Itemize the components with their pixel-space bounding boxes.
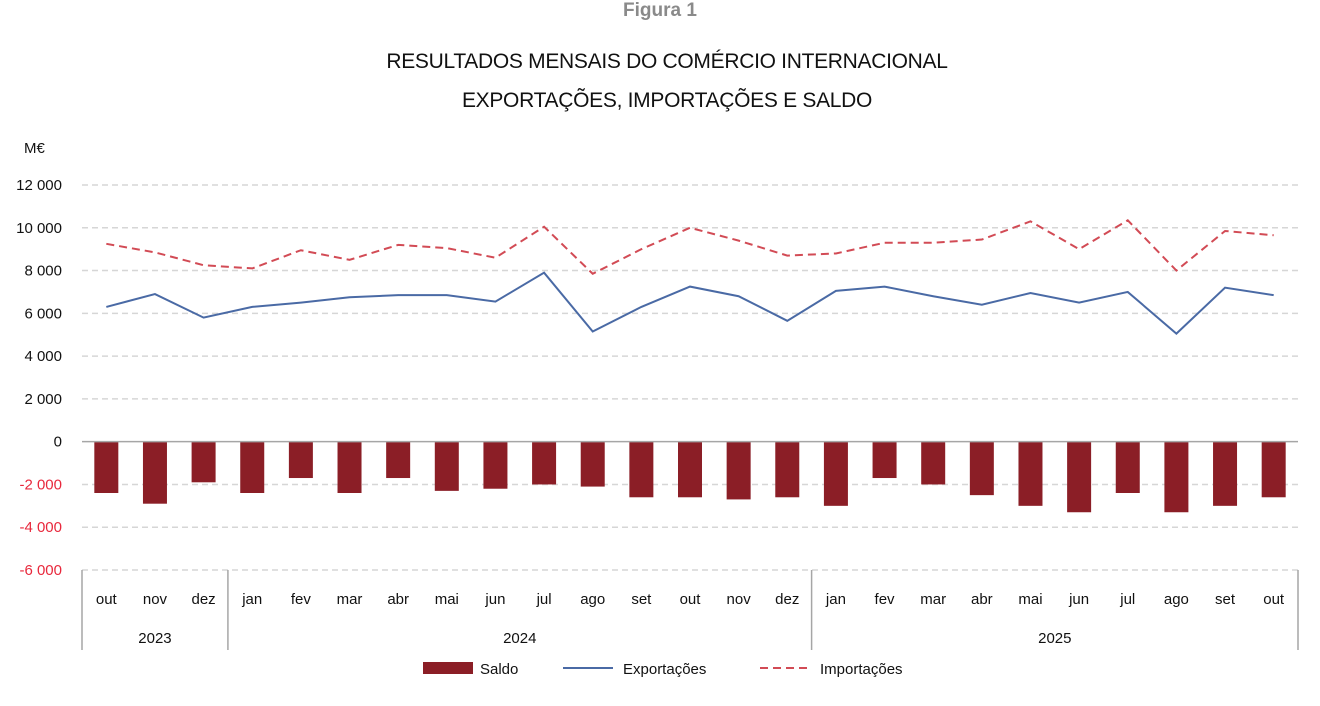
x-tick-label: dez (775, 591, 799, 608)
bar-saldo (1018, 441, 1043, 506)
y-tick-label: -4 000 (19, 519, 62, 536)
legend-label: Saldo (480, 661, 518, 678)
x-tick-label: fev (291, 591, 312, 608)
y-axis-unit: M€ (24, 140, 45, 157)
legend-swatch-saldo (423, 662, 473, 674)
x-tick-label: jun (1068, 591, 1089, 608)
bar-saldo (434, 441, 459, 491)
x-tick-label: out (680, 591, 702, 608)
x-tick-label: mai (1018, 591, 1042, 608)
bar-saldo (629, 441, 654, 498)
bar-saldo (191, 441, 216, 483)
y-tick-label: 8 000 (24, 263, 62, 280)
bar-saldo (775, 441, 800, 498)
x-tick-label: set (1215, 591, 1236, 608)
year-label: 2024 (503, 630, 536, 647)
bar-saldo (872, 441, 897, 479)
x-tick-label: mar (920, 591, 946, 608)
x-tick-label: fev (875, 591, 896, 608)
legend-label: Importações (820, 661, 903, 678)
x-tick-label: ago (1164, 591, 1189, 608)
y-tick-label: 10 000 (16, 220, 62, 237)
bar-saldo (1115, 441, 1140, 493)
bar-saldo (1164, 441, 1189, 513)
x-tick-label: jan (241, 591, 262, 608)
x-tick-label: jan (825, 591, 846, 608)
bar-saldo (240, 441, 265, 493)
x-tick-label: out (96, 591, 118, 608)
x-tick-label: abr (387, 591, 409, 608)
y-tick-label: -2 000 (19, 476, 62, 493)
bar-saldo (532, 441, 557, 485)
line-importações (106, 219, 1274, 275)
chart-subtitle: EXPORTAÇÕES, IMPORTAÇÕES E SALDO (461, 89, 873, 112)
x-tick-label: jul (1119, 591, 1135, 608)
x-tick-label: abr (971, 591, 993, 608)
y-tick-label: 12 000 (16, 177, 62, 194)
x-tick-label: dez (192, 591, 216, 608)
x-tick-label: mai (435, 591, 459, 608)
y-tick-label: 0 (54, 434, 62, 451)
bar-saldo (337, 441, 362, 493)
y-tick-label: 2 000 (24, 391, 62, 408)
bar-saldo (288, 441, 313, 479)
bar-saldo (1261, 441, 1286, 498)
y-tick-label: -6 000 (19, 562, 62, 579)
bar-saldo (94, 441, 119, 493)
x-tick-label: out (1263, 591, 1285, 608)
x-tick-label: ago (580, 591, 605, 608)
bar-saldo (678, 441, 702, 498)
legend-label: Exportações (623, 661, 706, 678)
y-tick-label: 4 000 (24, 348, 62, 365)
bar-saldo (969, 441, 994, 496)
x-tick-label: mar (337, 591, 363, 608)
bar-saldo (142, 441, 167, 504)
x-tick-label: jul (536, 591, 552, 608)
bar-saldo (386, 441, 411, 479)
y-tick-label: 6 000 (24, 305, 62, 322)
chart-title: RESULTADOS MENSAIS DO COMÉRCIO INTERNACI… (386, 50, 948, 73)
bar-saldo (483, 441, 508, 489)
bar-saldo (1067, 441, 1092, 513)
figure-label: Figura 1 (623, 0, 697, 21)
bar-saldo (823, 441, 848, 506)
bar-saldo (1213, 441, 1238, 506)
x-tick-label: set (631, 591, 652, 608)
x-tick-label: jun (484, 591, 505, 608)
line-exportações (106, 271, 1274, 335)
x-tick-label: nov (727, 591, 752, 608)
bar-saldo (726, 441, 751, 500)
x-tick-label: nov (143, 591, 168, 608)
year-label: 2025 (1038, 630, 1071, 647)
bar-saldo (580, 441, 605, 487)
year-label: 2023 (138, 630, 171, 647)
bar-saldo (921, 441, 946, 485)
